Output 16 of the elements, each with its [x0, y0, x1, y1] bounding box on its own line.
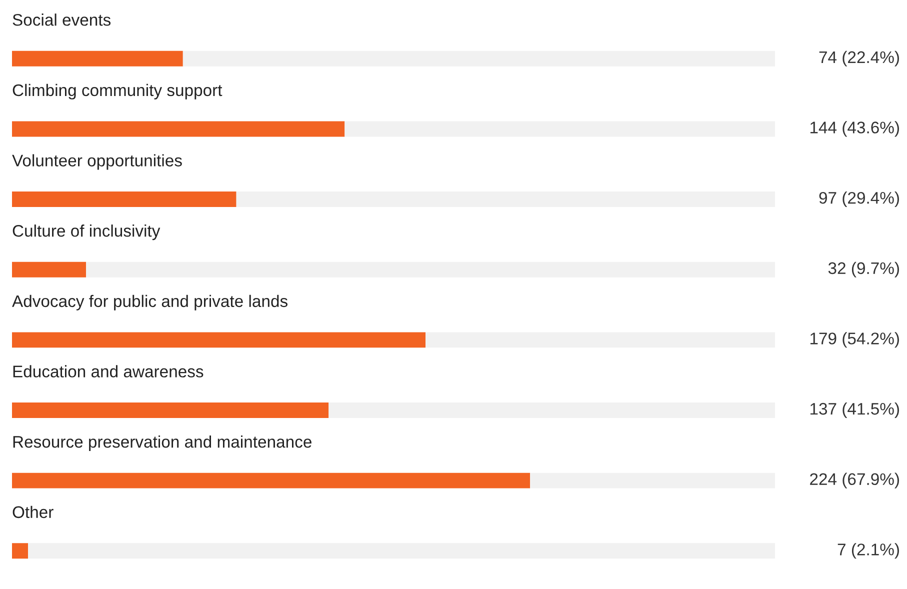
data-label: 137 (41.5%) — [810, 402, 899, 418]
data-label: 32 (9.7%) — [828, 262, 899, 278]
y-tick-label: Education and awareness — [13, 365, 204, 378]
y-tick-label: Climbing community support — [12, 84, 222, 100]
data-label: 97 (29.4%) — [819, 192, 899, 208]
data-label: 224 (67.9%) — [810, 472, 899, 488]
y-tick-label: Advocacy for public and private lands — [12, 294, 288, 310]
y-tick-label: Culture of inclusivity — [12, 224, 160, 240]
y-tick-label: Social events — [12, 14, 111, 26]
data-label: 7 (2.1%) — [838, 543, 899, 559]
y-tick-label: Resource preservation and maintenance — [13, 436, 312, 452]
y-tick-label: Other — [12, 506, 54, 518]
data-label: 74 (22.4%) — [819, 50, 899, 66]
data-label: 144 (43.6%) — [810, 121, 899, 137]
y-tick-label: Volunteer opportunities — [12, 154, 182, 170]
data-label: 179 (54.2%) — [810, 332, 899, 348]
